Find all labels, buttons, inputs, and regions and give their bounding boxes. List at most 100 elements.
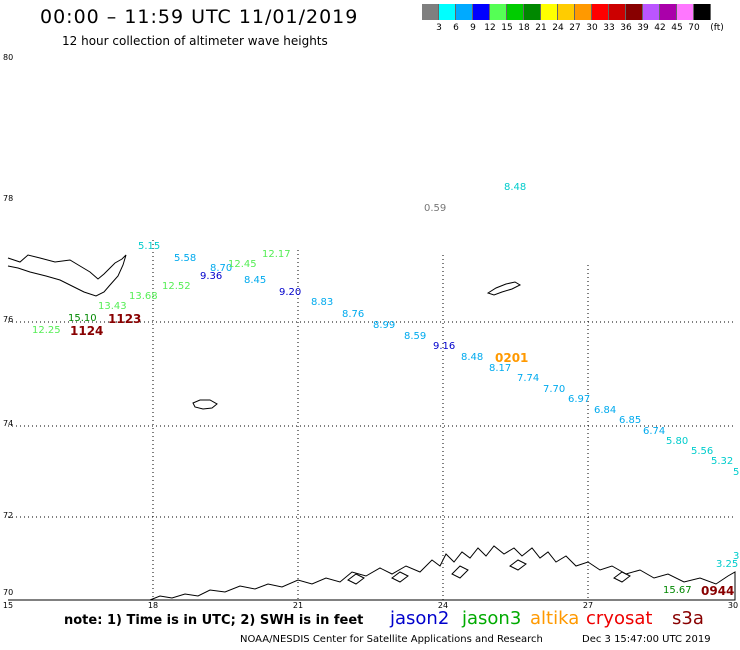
legend-item-jason2: jason2 [390,608,450,629]
color-scale-tick: 27 [569,23,581,33]
wave-height-value: 5.80 [666,436,689,447]
graticule [8,240,735,600]
wave-height-value: 5.58 [174,253,197,264]
color-scale-swatch [677,4,694,20]
lat-label: 80 [3,53,14,62]
wave-height-value: 15.10 [68,313,97,324]
wave-height-value: 6.97 [568,394,591,405]
lon-label: 30 [727,601,739,610]
wave-height-value: 5 [733,467,740,478]
coastal-islands [347,559,631,585]
wave-height-value: 8.48 [461,352,484,363]
color-scale-tick: 9 [470,23,476,33]
pass-time-label: 1124 [70,324,104,338]
wave-height-value: 12.52 [162,281,191,292]
wave-height-value: 0.59 [424,203,447,214]
island-bear [192,399,218,410]
legend-item-jason3: jason3 [462,608,522,629]
page-subtitle: 12 hour collection of altimeter wave hei… [62,34,328,48]
lat-label: 74 [3,419,14,428]
color-scale-tick: 18 [518,23,530,33]
wave-height-value: 8.76 [342,309,365,320]
footer-note: note: 1) Time is in UTC; 2) SWH is in fe… [64,613,364,628]
wave-height-value: 13.43 [98,301,127,312]
legend-item-s3a: s3a [672,608,704,629]
wave-height-value: 6.85 [619,415,642,426]
color-scale-swatch [660,4,677,20]
color-scale-swatch [490,4,507,20]
wave-height-value: 8.48 [504,182,527,193]
color-scale-tick: 21 [535,23,547,33]
color-scale-tick: 42 [654,23,666,33]
island-kong-karls [486,281,522,296]
color-scale-tick: 12 [484,23,496,33]
pass-time-label: 1123 [108,312,142,326]
legend-item-altika: altika [530,608,580,629]
color-scale-tick: 36 [620,23,632,33]
wave-height-value: 12.17 [262,249,291,260]
wave-height-value: 9.16 [433,341,456,352]
wave-height-value: 8.59 [404,331,427,342]
wave-height-value: 5.32 [711,456,734,467]
wave-height-value: 3.25 [716,559,739,570]
wave-height-value: 8.45 [244,275,267,286]
lon-label: 24 [437,601,449,610]
color-scale-tick: 3 [436,23,442,33]
color-scale-swatch [575,4,592,20]
wave-height-value: 6.84 [594,405,617,416]
wave-height-value: 8.70 [210,263,233,274]
lat-label: 78 [3,194,14,203]
wave-height-value: 9.20 [279,287,302,298]
wave-height-value: 12.25 [32,325,61,336]
credit-line: NOAA/NESDIS Center for Satellite Applica… [240,634,543,645]
color-scale-swatch [558,4,575,20]
wave-height-value: 9.36 [200,271,223,282]
color-scale-swatch [541,4,558,20]
color-scale-tick: 15 [501,23,513,33]
lon-label: 18 [147,601,159,610]
color-scale-tick: 6 [453,23,459,33]
color-scale-tick: 24 [552,23,564,33]
wave-height-value: 8.99 [373,320,396,331]
wave-height-value: 12.45 [228,259,257,270]
color-scale-swatch [694,4,711,20]
wave-height-value: 13.68 [129,291,158,302]
pass-time-label: 0201 [495,351,529,365]
lat-label: 72 [3,511,14,520]
wave-height-value: 8.17 [489,363,512,374]
color-scale-swatch [439,4,456,20]
color-scale-tick: 45 [671,23,683,33]
wave-height-value: 3 [733,551,740,562]
color-scale-tick: 30 [586,23,598,33]
color-scale-tick: 33 [603,23,615,33]
color-scale-tick: 39 [637,23,649,33]
color-scale-swatch [592,4,609,20]
wave-height-value: 7.70 [543,384,566,395]
color-scale-swatch [524,4,541,20]
norway-coast [149,545,736,601]
wave-height-value: 7.74 [517,373,540,384]
color-scale-swatch [507,4,524,20]
lon-label: 27 [582,601,594,610]
color-scale-swatch [456,4,473,20]
svalbard-coast [7,254,127,297]
page-title: 00:00 – 11:59 UTC 11/01/2019 [40,6,359,28]
color-scale-swatch [422,4,439,20]
color-scale-unit: (ft) [710,23,724,33]
color-scale-tick: 70 [688,23,700,33]
lat-label: 76 [3,315,14,324]
wave-height-value: 15.67 [663,585,692,596]
wave-height-value: 8.83 [311,297,334,308]
lon-label: 21 [292,601,304,610]
pass-time-label: 0944 [701,584,735,598]
wave-height-value: 6.74 [643,426,666,437]
credit-date: Dec 3 15:47:00 UTC 2019 [582,634,711,645]
legend-item-cryosat: cryosat [586,608,653,629]
wave-height-value: 5.56 [691,446,714,457]
color-scale-swatch [626,4,643,20]
color-scale-swatch [609,4,626,20]
lat-label: 70 [3,588,14,597]
color-scale-swatch [473,4,490,20]
